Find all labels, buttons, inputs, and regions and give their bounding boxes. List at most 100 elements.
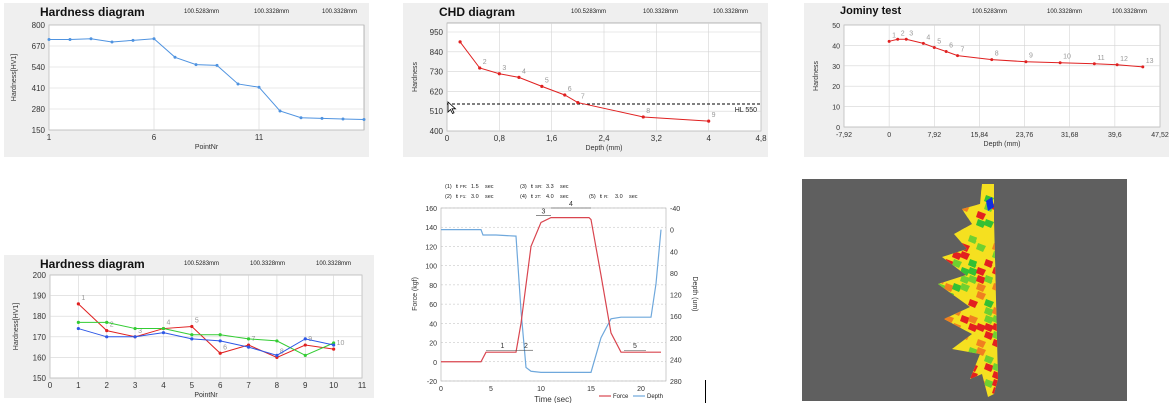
heatmap-cell — [960, 251, 970, 260]
y2-tick-label: 0 — [670, 228, 674, 235]
hardness-chart-2: 150 160 170 180 190 200 0 1 2 3 4 5 6 7 8 9 10 11 PointNr H… — [13, 271, 367, 399]
point-label: 4 — [522, 68, 526, 75]
data-point — [76, 320, 80, 324]
header-measure-1: 100.5283mm — [972, 9, 1008, 15]
heatmap-cell — [976, 323, 986, 332]
heatmap-cell — [976, 211, 986, 220]
y-tick-label: 40 — [832, 43, 840, 50]
y2-tick-label: 120 — [670, 293, 682, 300]
x-tick-label: 15,84 — [971, 132, 989, 139]
heatmap-cell — [938, 203, 946, 212]
heatmap-cell — [944, 331, 954, 340]
chart-title: Hardness diagram — [40, 257, 145, 271]
param-value: 3.3 — [546, 184, 554, 190]
x-tick-label: 4 — [161, 381, 166, 390]
y2-tick-label: 160 — [670, 314, 682, 321]
y-tick-label: 120 — [425, 244, 437, 251]
x-tick-label: 5 — [489, 386, 493, 393]
heatmap-cell — [944, 243, 954, 252]
x-tick-label: 47,52 — [1151, 132, 1169, 139]
heatmap-cell — [992, 371, 998, 380]
y2-tick-label: 280 — [670, 379, 682, 386]
param-name: F1: — [460, 194, 467, 199]
heatmap-cell — [938, 227, 946, 236]
plot-area — [49, 274, 363, 379]
data-point — [944, 50, 948, 54]
heatmap-cell — [938, 315, 946, 324]
y-tick-label: 190 — [33, 292, 47, 301]
data-point — [458, 40, 462, 44]
header-measure-2: 100.3328mm — [1047, 9, 1083, 15]
heatmap-cell — [938, 243, 946, 252]
data-point — [218, 333, 222, 337]
data-point — [497, 72, 501, 76]
heatmap-blue-cell — [986, 197, 994, 211]
data-point — [161, 326, 166, 331]
heatmap-cell — [968, 275, 978, 284]
point-label: 5 — [195, 318, 199, 325]
y-tick-label: 280 — [32, 105, 46, 114]
data-point — [341, 117, 345, 121]
heatmap-cell — [938, 219, 946, 228]
heatmap-cell — [984, 315, 994, 324]
data-point — [1058, 61, 1062, 65]
param-value: 3.0 — [471, 194, 479, 200]
x-tick-label: 7 — [246, 381, 251, 390]
heatmap-cell — [944, 307, 954, 316]
y-tick-label: 510 — [430, 107, 444, 116]
x-tick-label: 0 — [887, 132, 891, 139]
data-point — [161, 331, 166, 335]
y-tick-label: 60 — [429, 302, 437, 309]
header-measure-1: 100.5283mm — [184, 261, 220, 267]
y-axis-label: Hardness[HV1] — [13, 303, 20, 351]
phase-label: 1 — [501, 343, 505, 350]
phase-label: 4 — [569, 201, 573, 208]
heatmap-cell — [952, 331, 962, 340]
data-point — [332, 343, 336, 347]
heatmap-cell — [944, 283, 954, 292]
data-point — [921, 41, 925, 45]
data-point — [246, 337, 251, 341]
heatmap-cell — [960, 355, 970, 364]
x-tick-label: 0 — [439, 386, 443, 393]
point-label: 6 — [949, 43, 953, 50]
data-point — [332, 347, 336, 351]
heatmap-cell — [968, 267, 978, 276]
x-tick-label: 9 — [303, 381, 308, 390]
heatmap-cell — [944, 267, 954, 276]
data-point — [173, 55, 177, 59]
heatmap-cell — [960, 283, 970, 292]
y2-tick-label: 40 — [670, 249, 678, 256]
data-point — [190, 333, 194, 337]
heatmap-cell — [938, 187, 946, 196]
x-tick-label: 2,4 — [598, 134, 610, 143]
y-tick-label: 100 — [425, 264, 437, 271]
y-tick-label: 0 — [836, 125, 840, 132]
point-label: 11 — [1097, 55, 1104, 62]
heatmap-cell — [984, 259, 994, 268]
point-label: 4 — [166, 320, 170, 327]
heatmap-cell — [938, 339, 946, 348]
y-tick-label: 410 — [32, 84, 46, 93]
data-point — [278, 109, 282, 113]
y2-tick-label: 240 — [670, 357, 682, 364]
legend-force-label: Force — [613, 394, 629, 400]
hardness-diagram-panel-1: Hardness diagram 100.5283mm 100.3328mm 1… — [4, 3, 369, 157]
heatmap-cell — [968, 195, 978, 204]
hardness-diagram-panel-2: Hardness diagram 100.5283mm 100.3328mm 1… — [4, 255, 374, 399]
y2-axis-label: Depth (um) — [691, 276, 698, 311]
heatmap-cell — [944, 227, 954, 236]
heatmap-cell — [968, 315, 978, 324]
heatmap-cell — [984, 331, 994, 340]
data-point — [275, 339, 279, 343]
heatmap-cell — [968, 323, 978, 332]
data-point — [517, 75, 521, 79]
heatmap-cell — [938, 259, 946, 268]
data-point — [299, 116, 303, 120]
heatmap-cell — [938, 299, 946, 308]
heatmap-cell — [944, 387, 954, 396]
x-tick-label: 10 — [329, 381, 338, 390]
chart-title: CHD diagram — [439, 5, 516, 19]
heatmap-cell — [968, 379, 978, 388]
data-point — [105, 329, 109, 333]
